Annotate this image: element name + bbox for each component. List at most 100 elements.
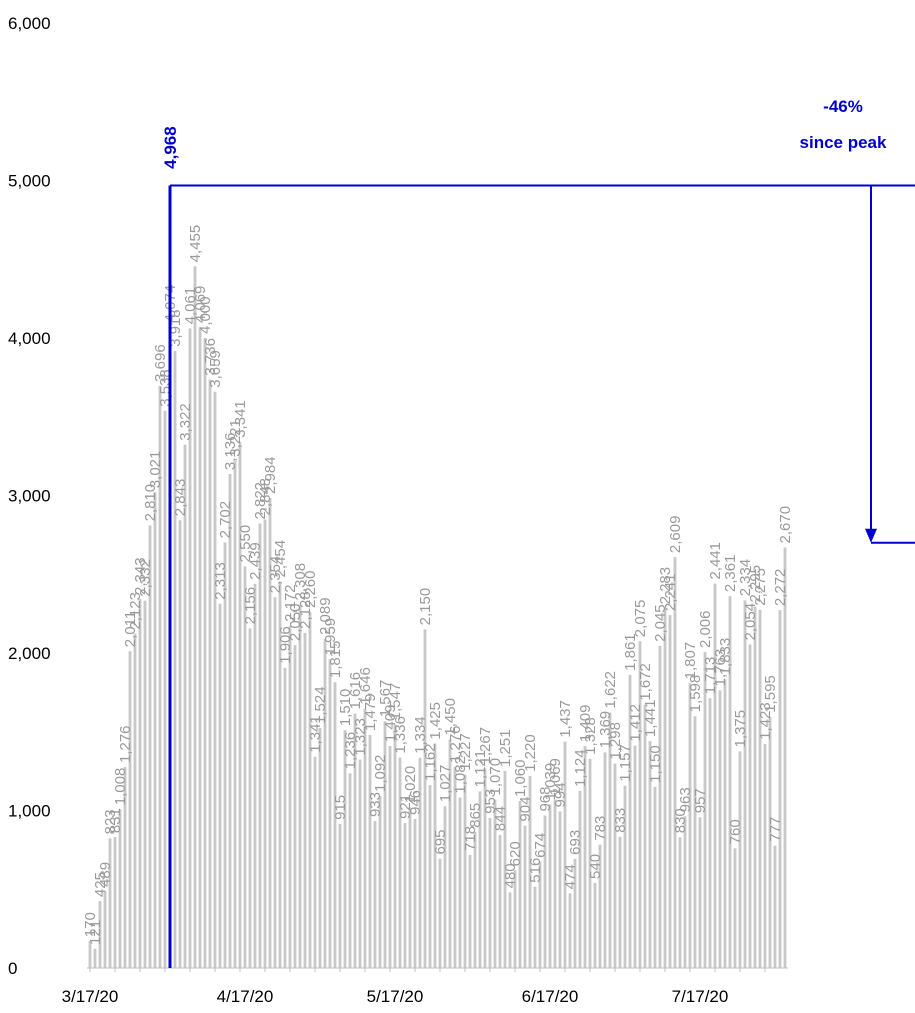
bar xyxy=(753,606,757,968)
bar xyxy=(408,807,412,968)
bar-value-label: 968 xyxy=(537,787,554,812)
bar xyxy=(578,790,582,968)
bar-value-label: 2,843 xyxy=(172,479,189,517)
bar-value-label: 3,322 xyxy=(177,403,194,441)
bar xyxy=(163,410,167,968)
bar-value-label: 1,567 xyxy=(377,680,394,718)
bar xyxy=(463,774,467,968)
bar-value-label: 2,128 xyxy=(297,591,314,629)
bar xyxy=(278,581,282,968)
bar xyxy=(778,610,782,968)
bar xyxy=(343,730,347,968)
bar xyxy=(553,799,557,968)
bar-value-label: 1,267 xyxy=(477,727,494,765)
bar xyxy=(373,821,377,968)
bar-value-label: 1,070 xyxy=(487,758,504,796)
bar xyxy=(648,741,652,968)
bar-value-label: 831 xyxy=(107,808,124,833)
bar-value-label: 2,006 xyxy=(697,611,714,649)
bar-value-label: 1,425 xyxy=(427,702,444,740)
bar-value-label: 3,341 xyxy=(232,400,249,438)
y-tick-label: 3,000 xyxy=(8,487,51,506)
bar-value-label: 1,672 xyxy=(637,663,654,701)
bar xyxy=(473,831,477,968)
bar-value-label: 1,008 xyxy=(112,768,129,806)
bar-labels: 1701214254898238311,0081,2762,0112,1232,… xyxy=(82,225,794,945)
bar-value-label: 1,082 xyxy=(452,756,469,794)
bar xyxy=(448,739,452,968)
bar xyxy=(638,641,642,968)
bar xyxy=(523,825,527,968)
bar xyxy=(513,870,517,968)
bar xyxy=(563,741,567,968)
bar-value-label: 4,069 xyxy=(192,286,209,324)
bar xyxy=(93,948,97,968)
bar xyxy=(88,941,92,968)
bar-value-label: 1,861 xyxy=(622,633,639,671)
bar xyxy=(258,523,262,968)
bar xyxy=(423,629,427,968)
bar-value-label: 1,328 xyxy=(582,717,599,755)
bar xyxy=(303,632,307,968)
bar xyxy=(698,817,702,968)
bar xyxy=(488,817,492,968)
x-tick-label: 7/17/20 xyxy=(672,987,729,1006)
bar-value-label: 1,409 xyxy=(577,705,594,743)
bar xyxy=(748,644,752,968)
bar-value-label: 2,156 xyxy=(242,587,259,625)
bar-value-label: 783 xyxy=(592,816,609,841)
bar-value-label: 480 xyxy=(502,863,519,888)
bar xyxy=(643,704,647,968)
bar xyxy=(353,713,357,968)
bar-value-label: 2,123 xyxy=(127,592,144,630)
bar xyxy=(238,441,242,969)
bar-value-label: 3,696 xyxy=(152,344,169,382)
bar xyxy=(498,835,502,968)
bar-value-label: 1,906 xyxy=(277,626,294,664)
bar xyxy=(508,892,512,968)
bar xyxy=(178,520,182,968)
bar-value-label: 2,441 xyxy=(707,542,724,580)
bar xyxy=(318,727,322,968)
bar-value-label: 1,039 xyxy=(542,763,559,801)
bar xyxy=(188,328,192,969)
bar xyxy=(453,767,457,968)
bar xyxy=(143,600,147,968)
bar xyxy=(653,786,657,968)
bar xyxy=(598,844,602,968)
bar-value-label: 1,121 xyxy=(472,750,489,788)
bar xyxy=(378,796,382,968)
bar-value-label: 1,833 xyxy=(717,638,734,676)
bar-value-label: 474 xyxy=(562,864,579,889)
bar-value-label: 1,157 xyxy=(617,744,634,782)
y-tick-label: 6,000 xyxy=(8,14,51,33)
bar xyxy=(368,735,372,968)
bar xyxy=(363,708,367,968)
bar xyxy=(393,724,397,968)
bar-value-label: 1,060 xyxy=(512,760,529,798)
bar-value-label: 1,441 xyxy=(642,699,659,737)
bar xyxy=(308,612,312,968)
bar-value-label: 2,334 xyxy=(737,559,754,597)
x-axis: 3/17/20 4/17/20 5/17/20 6/17/20 7/17/20 xyxy=(62,967,788,1006)
bar xyxy=(678,837,682,968)
bar xyxy=(728,596,732,968)
x-tick-label: 4/17/20 xyxy=(217,987,274,1006)
bar xyxy=(243,566,247,968)
bar-value-label: 953 xyxy=(482,789,499,814)
bar xyxy=(458,797,462,968)
bar-value-label: 1,412 xyxy=(627,704,644,742)
bar-value-label: 695 xyxy=(432,830,449,855)
bar-value-label: 1,124 xyxy=(572,749,589,787)
bar xyxy=(348,773,352,968)
bar xyxy=(783,547,787,968)
bar-value-label: 2,308 xyxy=(292,563,309,601)
bar-value-label: 830 xyxy=(672,808,689,833)
bar xyxy=(123,767,127,968)
x-tick-label: 5/17/20 xyxy=(367,987,424,1006)
bar xyxy=(568,893,572,968)
bar xyxy=(703,652,707,968)
bar-value-label: 1,334 xyxy=(412,716,429,754)
bar-value-label: 957 xyxy=(692,788,709,813)
bar xyxy=(253,583,257,968)
